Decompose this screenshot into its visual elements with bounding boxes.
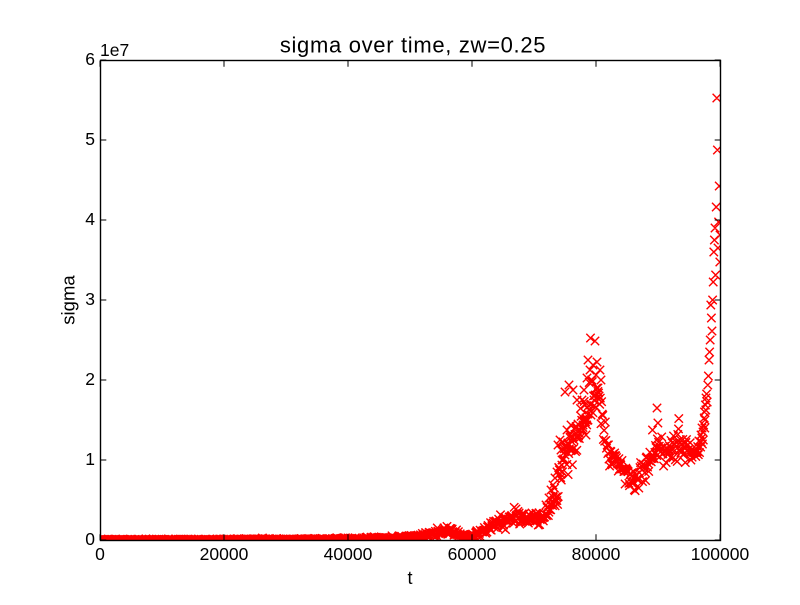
svg-text:4: 4 <box>85 209 95 229</box>
svg-text:2: 2 <box>85 369 95 389</box>
svg-text:1e7: 1e7 <box>100 40 129 60</box>
svg-text:100000: 100000 <box>691 544 750 564</box>
svg-text:5: 5 <box>85 129 95 149</box>
svg-text:3: 3 <box>85 289 95 309</box>
svg-text:20000: 20000 <box>200 544 249 564</box>
svg-text:0: 0 <box>85 529 95 549</box>
svg-text:1: 1 <box>85 449 95 469</box>
svg-text:sigma: sigma <box>58 275 79 325</box>
svg-text:0: 0 <box>95 544 105 564</box>
svg-text:40000: 40000 <box>324 544 373 564</box>
svg-text:60000: 60000 <box>448 544 497 564</box>
svg-text:6: 6 <box>85 49 95 69</box>
svg-text:t: t <box>407 568 412 588</box>
svg-text:sigma over time, zw=0.25: sigma over time, zw=0.25 <box>280 32 546 57</box>
svg-text:80000: 80000 <box>572 544 621 564</box>
